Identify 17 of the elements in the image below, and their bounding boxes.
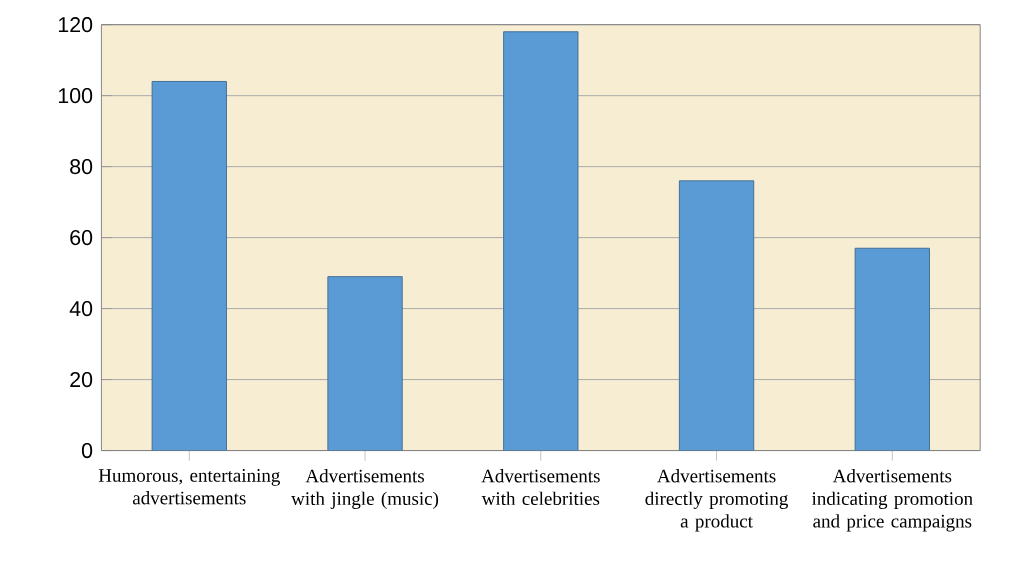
bar <box>854 247 930 451</box>
x-tick-label: Advertisements directly promoting a product <box>645 469 788 532</box>
x-tick-label: Advertisements indicating promotion and price campaigns <box>811 469 973 532</box>
bar <box>151 80 227 451</box>
bar <box>327 276 403 451</box>
bar <box>678 180 755 451</box>
y-tick-label: 20 <box>70 371 93 388</box>
y-tick-label: 40 <box>69 301 93 317</box>
y-tick-label: 0 <box>81 442 93 459</box>
y-tick-label: 120 <box>58 17 93 33</box>
x-tick-label: Advertisements with jingle (music) <box>291 469 439 509</box>
y-tick-label: 100 <box>58 88 93 104</box>
x-tick-label: Humorous, entertaining advertisements <box>98 469 280 505</box>
bar <box>503 31 579 451</box>
x-tick-label: Advertisements with celebrities <box>481 469 600 506</box>
y-tick-label: 80 <box>70 159 93 175</box>
y-tick-label: 60 <box>70 230 93 246</box>
